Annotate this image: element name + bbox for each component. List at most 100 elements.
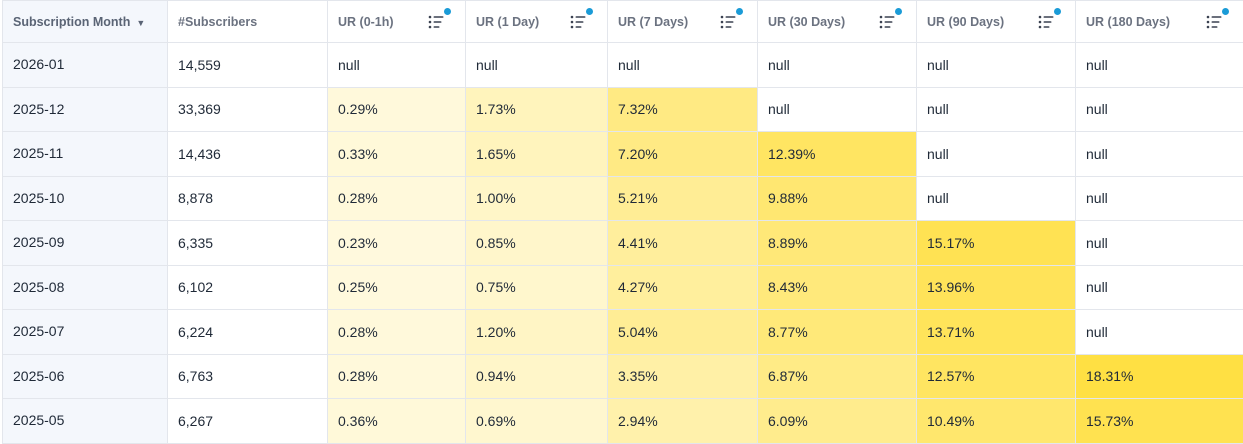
cell-subscribers: 33,369 [167,86,328,132]
column-header-ur-30-days[interactable]: UR (30 Days) [757,0,917,43]
cell-month: 2025-05 [2,398,168,444]
table-row[interactable]: 2025-07 6,224 0.28% 1.20% 5.04% 8.77% 13.71% nu… [2,309,1243,355]
cell-subscribers: 6,763 [167,353,328,399]
cell-month: 2025-11 [2,131,168,177]
cell-rate: 1.00% [465,175,608,221]
cell-rate: 5.04% [607,309,758,355]
table-row[interactable]: 2025-06 6,763 0.28% 0.94% 3.35% 6.87% 12.57% 18… [2,353,1243,399]
table-row[interactable]: 2025-10 8,878 0.28% 1.00% 5.21% 9.88% null null [2,175,1243,221]
cell-subscribers: 6,224 [167,309,328,355]
cell-month: 2025-09 [2,220,168,266]
cell-rate: null [1075,264,1243,310]
table-row[interactable]: 2025-11 14,436 0.33% 1.65% 7.20% 12.39% null nu… [2,131,1243,177]
column-header-label: UR (90 Days) [927,14,1005,29]
cell-month: 2025-12 [2,86,168,132]
cell-rate: 7.20% [607,131,758,177]
column-header-label: UR (7 Days) [618,14,689,29]
column-header-subscription-month[interactable]: Subscription Month ▼ [2,0,168,43]
cell-rate: null [1075,131,1243,177]
column-header-subscribers[interactable]: #Subscribers [167,0,328,43]
cell-rate: 3.35% [607,353,758,399]
cell-month: 2025-06 [2,353,168,399]
cell-rate: 10.49% [916,398,1076,444]
cell-rate: null [916,42,1076,88]
filter-icon[interactable] [427,7,451,31]
filter-active-indicator [444,7,451,15]
filter-active-indicator [1222,7,1229,15]
cell-subscribers: 14,436 [167,131,328,177]
cell-rate: 6.09% [757,398,917,444]
table-row[interactable]: 2025-05 6,267 0.36% 0.69% 2.94% 6.09% 10.49% 15… [2,398,1243,444]
table-body: 2026-01 14,559 null null null null null null 202… [2,42,1243,444]
cell-rate: 4.41% [607,220,758,266]
cell-rate: 0.28% [327,175,466,221]
cell-subscribers: 8,878 [167,175,328,221]
table-row[interactable]: 2025-08 6,102 0.25% 0.75% 4.27% 8.43% 13.96% nu… [2,264,1243,310]
filter-icon[interactable] [719,7,743,31]
column-header-label: UR (1 Day) [476,14,540,29]
column-header-label: Subscription Month [13,14,131,29]
cell-rate: 0.94% [465,353,608,399]
column-header-ur-1-day[interactable]: UR (1 Day) [465,0,608,43]
cell-subscribers: 6,267 [167,398,328,444]
cell-rate: 8.77% [757,309,917,355]
cell-rate: 6.87% [757,353,917,399]
cell-rate: null [1075,175,1243,221]
column-header-ur-7-days[interactable]: UR (7 Days) [607,0,758,43]
cell-rate: null [465,42,608,88]
cell-rate: 1.73% [465,86,608,132]
column-header-label: UR (0-1h) [338,14,394,29]
cell-rate: 15.73% [1075,398,1243,444]
cell-rate: null [327,42,466,88]
filter-active-indicator [895,7,902,15]
table-row[interactable]: 2026-01 14,559 null null null null null null [2,42,1243,88]
cell-rate: 0.33% [327,131,466,177]
table-row[interactable]: 2025-12 33,369 0.29% 1.73% 7.32% null null null [2,86,1243,132]
cell-rate: null [916,175,1076,221]
filter-icon[interactable] [878,7,902,31]
cell-rate: 7.32% [607,86,758,132]
table-row[interactable]: 2025-09 6,335 0.23% 0.85% 4.41% 8.89% 15.17% nu… [2,220,1243,266]
cell-rate: null [607,42,758,88]
cell-rate: null [1075,309,1243,355]
caret-down-icon[interactable]: ▼ [136,17,146,28]
filter-active-indicator [736,7,743,15]
column-header-label: UR (30 Days) [768,14,846,29]
cell-rate: 13.96% [916,264,1076,310]
header-row: Subscription Month ▼ #Subscribers UR (0-1… [2,0,1243,43]
cell-rate: null [1075,220,1243,266]
cell-rate: 12.57% [916,353,1076,399]
column-header-ur-90-days[interactable]: UR (90 Days) [916,0,1076,43]
filter-icon[interactable] [1205,7,1229,31]
filter-active-indicator [586,7,593,15]
cell-rate: 0.75% [465,264,608,310]
cell-rate: 8.43% [757,264,917,310]
cell-rate: 0.25% [327,264,466,310]
cell-rate: null [1075,86,1243,132]
cell-rate: null [757,86,917,132]
filter-active-indicator [1054,7,1061,15]
filter-icon[interactable] [1037,7,1061,31]
cell-rate: 0.69% [465,398,608,444]
column-header-label: #Subscribers [178,14,258,29]
cell-month: 2025-07 [2,309,168,355]
column-header-ur-180-days[interactable]: UR (180 Days) [1075,0,1243,43]
cell-rate: 0.36% [327,398,466,444]
cell-subscribers: 6,335 [167,220,328,266]
column-header-label: UR (180 Days) [1086,14,1171,29]
cell-rate: 8.89% [757,220,917,266]
cell-rate: 1.20% [465,309,608,355]
column-header-ur-0-1h[interactable]: UR (0-1h) [327,0,466,43]
cell-rate: 0.23% [327,220,466,266]
cell-rate: 18.31% [1075,353,1243,399]
cell-rate: null [757,42,917,88]
cell-rate: null [916,131,1076,177]
cell-rate: 15.17% [916,220,1076,266]
cell-rate: 1.65% [465,131,608,177]
cell-rate: 13.71% [916,309,1076,355]
cell-rate: 0.28% [327,353,466,399]
cell-subscribers: 6,102 [167,264,328,310]
cell-month: 2025-10 [2,175,168,221]
filter-icon[interactable] [569,7,593,31]
